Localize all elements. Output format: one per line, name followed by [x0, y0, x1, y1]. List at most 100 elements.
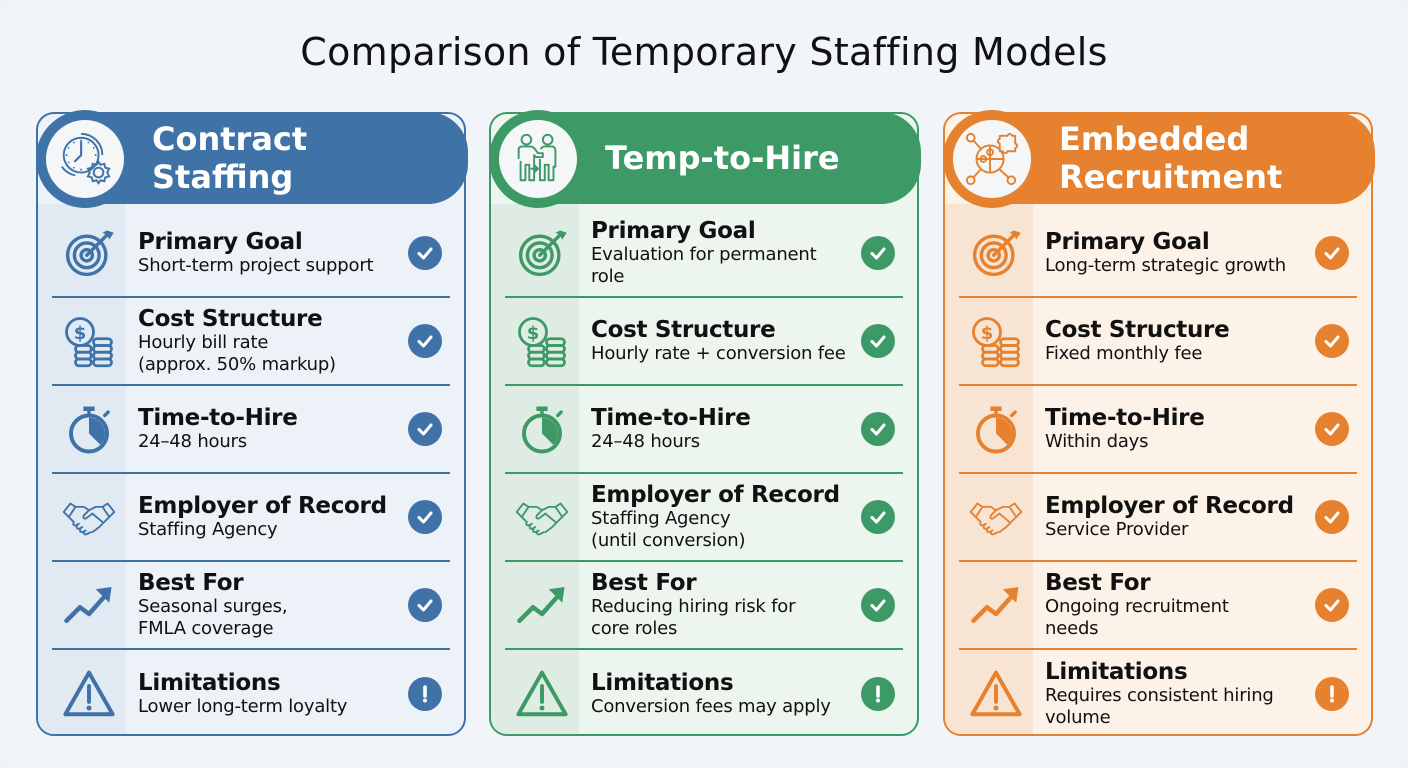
card-header: Contract Staffing: [36, 110, 468, 208]
attribute-label: Employer of Record: [1045, 493, 1294, 519]
icon-column-shade: [38, 204, 126, 734]
check-circle-icon: [861, 236, 895, 270]
handshake-icon: [515, 490, 569, 544]
attribute-label: Primary Goal: [591, 218, 756, 244]
warning-triangle-icon: [969, 667, 1023, 721]
check-circle-icon: [861, 588, 895, 622]
attribute-row-4: Best For Reducing hiring risk for core r…: [505, 562, 903, 650]
attribute-value: Short-term project support: [138, 255, 374, 276]
attribute-value: 24–48 hours: [591, 431, 700, 452]
attribute-value: Long-term strategic growth: [1045, 255, 1286, 276]
check-circle-icon: [408, 236, 442, 270]
target-icon: [969, 226, 1023, 280]
attribute-value: Seasonal surges, FMLA coverage: [138, 596, 288, 639]
attribute-value: Staffing Agency (until conversion): [591, 508, 746, 551]
check-circle-icon: [861, 500, 895, 534]
icon-column-shade: [491, 204, 579, 734]
card-header: Embedded Recruitment: [943, 110, 1375, 208]
model-card-0: Contract Staffing Primary Goal Short-ter…: [36, 110, 468, 738]
model-card-2: Embedded Recruitment Primary Goal Long-t…: [943, 110, 1375, 738]
attribute-label: Time-to-Hire: [591, 405, 751, 431]
handshake-icon: [969, 490, 1023, 544]
attribute-label: Time-to-Hire: [1045, 405, 1205, 431]
check-circle-icon: [1315, 588, 1349, 622]
people-handoff-icon: [509, 130, 567, 188]
attribute-row-1: Cost Structure Hourly bill rate (approx.…: [52, 298, 450, 386]
attribute-value: 24–48 hours: [138, 431, 247, 452]
attribute-row-3: Employer of Record Service Provider: [959, 474, 1357, 562]
attribute-row-5: Limitations Lower long-term loyalty: [52, 650, 450, 738]
trending-up-icon: [969, 578, 1023, 632]
attribute-row-0: Primary Goal Long-term strategic growth: [959, 210, 1357, 298]
card-title: Temp-to-Hire: [605, 139, 840, 177]
attribute-value: Fixed monthly fee: [1045, 343, 1203, 364]
attribute-value: Service Provider: [1045, 519, 1189, 540]
attribute-value: Lower long-term loyalty: [138, 696, 348, 717]
card-title: Contract Staffing: [152, 120, 308, 196]
attribute-row-2: Time-to-Hire Within days: [959, 386, 1357, 474]
attribute-label: Time-to-Hire: [138, 405, 298, 431]
attribute-row-0: Primary Goal Evaluation for permanent ro…: [505, 210, 903, 298]
check-circle-icon: [1315, 236, 1349, 270]
check-circle-icon: [861, 324, 895, 358]
check-circle-icon: [408, 500, 442, 534]
attribute-row-1: Cost Structure Hourly rate + conversion …: [505, 298, 903, 386]
card-header: Temp-to-Hire: [489, 110, 921, 208]
stopwatch-icon: [515, 402, 569, 456]
alert-circle-icon: [408, 677, 442, 711]
puzzle-network-icon: [963, 130, 1021, 188]
attribute-label: Limitations: [591, 670, 734, 696]
target-icon: [62, 226, 116, 280]
header-badge: [489, 110, 587, 208]
attribute-row-1: Cost Structure Fixed monthly fee: [959, 298, 1357, 386]
attribute-value: Within days: [1045, 431, 1149, 452]
header-badge: [943, 110, 1041, 208]
attribute-label: Limitations: [1045, 659, 1188, 685]
attribute-list: Primary Goal Long-term strategic growth …: [959, 210, 1357, 738]
check-circle-icon: [1315, 412, 1349, 446]
check-circle-icon: [408, 588, 442, 622]
attribute-label: Employer of Record: [591, 482, 840, 508]
check-circle-icon: [1315, 500, 1349, 534]
attribute-value: Requires consistent hiring volume: [1045, 685, 1274, 728]
attribute-label: Best For: [591, 570, 697, 596]
stopwatch-icon: [62, 402, 116, 456]
attribute-label: Cost Structure: [138, 306, 323, 332]
coins-dollar-icon: [969, 314, 1023, 368]
attribute-value: Conversion fees may apply: [591, 696, 831, 717]
check-circle-icon: [1315, 324, 1349, 358]
attribute-list: Primary Goal Short-term project support …: [52, 210, 450, 738]
attribute-row-2: Time-to-Hire 24–48 hours: [505, 386, 903, 474]
warning-triangle-icon: [515, 667, 569, 721]
attribute-label: Employer of Record: [138, 493, 387, 519]
alert-circle-icon: [1315, 677, 1349, 711]
alert-circle-icon: [861, 677, 895, 711]
icon-column-shade: [945, 204, 1033, 734]
attribute-row-4: Best For Ongoing recruitment needs: [959, 562, 1357, 650]
header-badge: [36, 110, 134, 208]
attribute-row-3: Employer of Record Staffing Agency: [52, 474, 450, 562]
attribute-value: Staffing Agency: [138, 519, 278, 540]
model-card-1: Temp-to-Hire Primary Goal Evaluation for…: [489, 110, 921, 738]
attribute-label: Cost Structure: [591, 317, 776, 343]
trending-up-icon: [62, 578, 116, 632]
attribute-value: Hourly bill rate (approx. 50% markup): [138, 332, 336, 375]
attribute-row-3: Employer of Record Staffing Agency (unti…: [505, 474, 903, 562]
page-title: Comparison of Temporary Staffing Models: [300, 30, 1108, 74]
attribute-row-5: Limitations Requires consistent hiring v…: [959, 650, 1357, 738]
attribute-value: Evaluation for permanent role: [591, 244, 817, 287]
stopwatch-icon: [969, 402, 1023, 456]
coins-dollar-icon: [515, 314, 569, 368]
clock-gear-icon: [56, 130, 114, 188]
attribute-label: Primary Goal: [138, 229, 303, 255]
check-circle-icon: [408, 412, 442, 446]
attribute-label: Best For: [138, 570, 244, 596]
attribute-value: Reducing hiring risk for core roles: [591, 596, 796, 639]
coins-dollar-icon: [62, 314, 116, 368]
check-circle-icon: [408, 324, 442, 358]
attribute-label: Primary Goal: [1045, 229, 1210, 255]
attribute-label: Limitations: [138, 670, 281, 696]
card-title: Embedded Recruitment: [1059, 120, 1283, 196]
attribute-label: Best For: [1045, 570, 1151, 596]
attribute-list: Primary Goal Evaluation for permanent ro…: [505, 210, 903, 738]
